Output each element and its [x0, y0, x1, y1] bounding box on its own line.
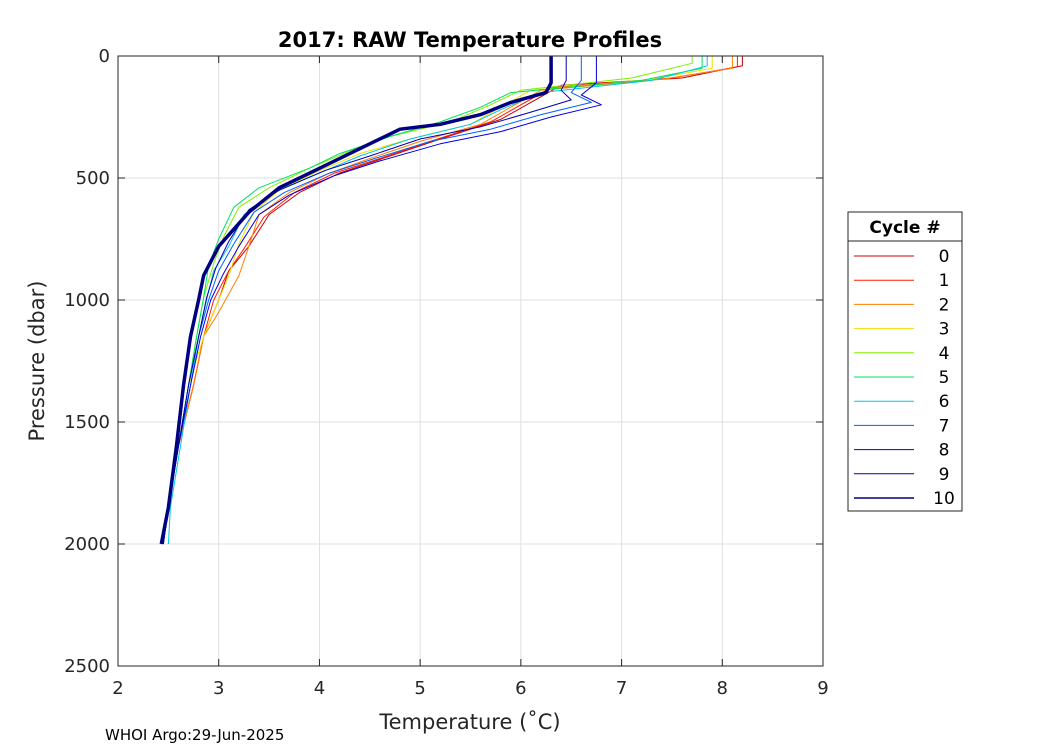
legend-label-cycle-2: 2 [939, 295, 950, 315]
series-line-cycle-10 [159, 56, 553, 545]
y-tick-label: 0 [99, 46, 110, 67]
series-layer [159, 56, 743, 545]
legend-label-cycle-7: 7 [939, 416, 950, 436]
legend-items: 0 1 2 3 4 5 6 7 8 9 10 [854, 247, 955, 509]
y-tick-label: 500 [76, 168, 110, 189]
y-tick-label: 2500 [64, 656, 110, 677]
legend-label-cycle-8: 8 [939, 441, 950, 461]
legend-label-cycle-5: 5 [939, 368, 950, 388]
x-tick-label: 6 [515, 678, 526, 699]
legend-label-cycle-0: 0 [939, 247, 950, 267]
legend-label-cycle-3: 3 [939, 320, 950, 340]
y-axis-label: Pressure (dbar) [25, 281, 49, 442]
chart-title: 2017: RAW Temperature Profiles [278, 28, 662, 52]
grid-lines [117, 55, 824, 667]
x-tick-label: 4 [314, 678, 325, 699]
y-tick-label: 1500 [64, 412, 110, 433]
y-tick-label: 2000 [64, 534, 110, 555]
legend: Cycle # 0 1 2 3 4 5 6 7 8 9 10 [847, 211, 963, 512]
x-tick-label: 5 [414, 678, 425, 699]
legend-label-cycle-6: 6 [939, 392, 950, 412]
legend-box [847, 211, 963, 512]
x-axis-label: Temperature (˚C) [378, 710, 560, 734]
legend-label-cycle-9: 9 [939, 465, 950, 485]
footer-credit: WHOI Argo:29-Jun-2025 [105, 726, 285, 744]
x-tick-label: 7 [616, 678, 627, 699]
x-tick-label: 9 [817, 678, 828, 699]
legend-label-cycle-10: 10 [933, 489, 955, 509]
x-tick-label: 3 [213, 678, 224, 699]
legend-title: Cycle # [869, 218, 940, 238]
y-tick-label: 1000 [64, 290, 110, 311]
axis-ticks: 2 3 4 5 6 7 8 9 0 500 1000 1500 2000 2500 [64, 46, 829, 699]
plot-frame [117, 55, 824, 667]
series-line-cycle-8 [162, 56, 602, 545]
legend-label-cycle-1: 1 [939, 271, 950, 291]
x-tick-label: 8 [717, 678, 728, 699]
x-tick-label: 2 [112, 678, 123, 699]
legend-label-cycle-4: 4 [939, 344, 950, 364]
series-line-cycle-9 [162, 56, 572, 545]
